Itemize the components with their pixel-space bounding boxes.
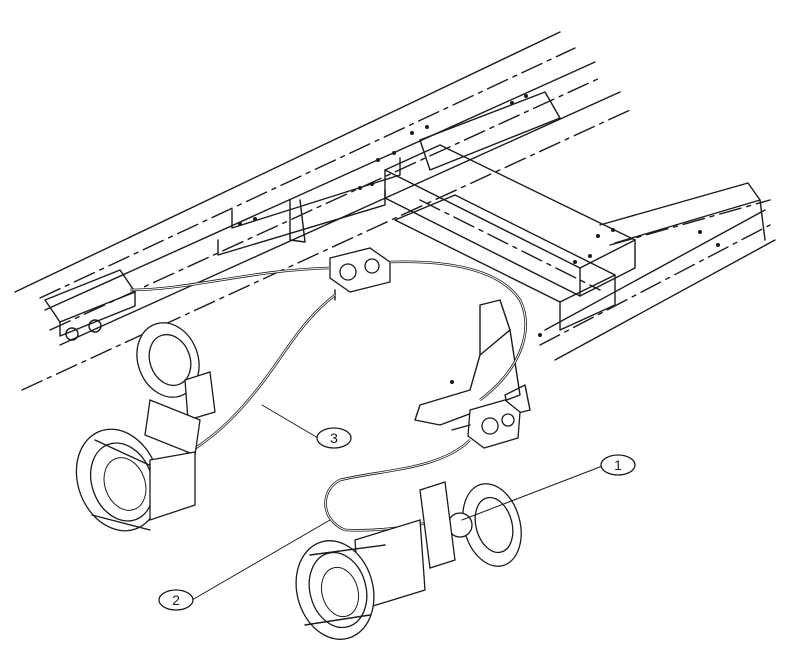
brake-hose-main (389, 260, 528, 402)
callout-2: 2 (158, 519, 331, 611)
callout-1-label: 1 (614, 457, 622, 473)
callout-3: 3 (261, 404, 352, 449)
left-brake-assembly (75, 322, 216, 532)
callout-3-label: 3 (330, 430, 338, 446)
callout-2-label: 2 (172, 592, 180, 608)
upper-valve-assembly (329, 247, 391, 301)
chassis-frame (14, 31, 776, 426)
lower-valve-assembly (451, 399, 521, 449)
callout-1: 1 (461, 454, 636, 521)
right-brake-assembly (295, 481, 522, 640)
